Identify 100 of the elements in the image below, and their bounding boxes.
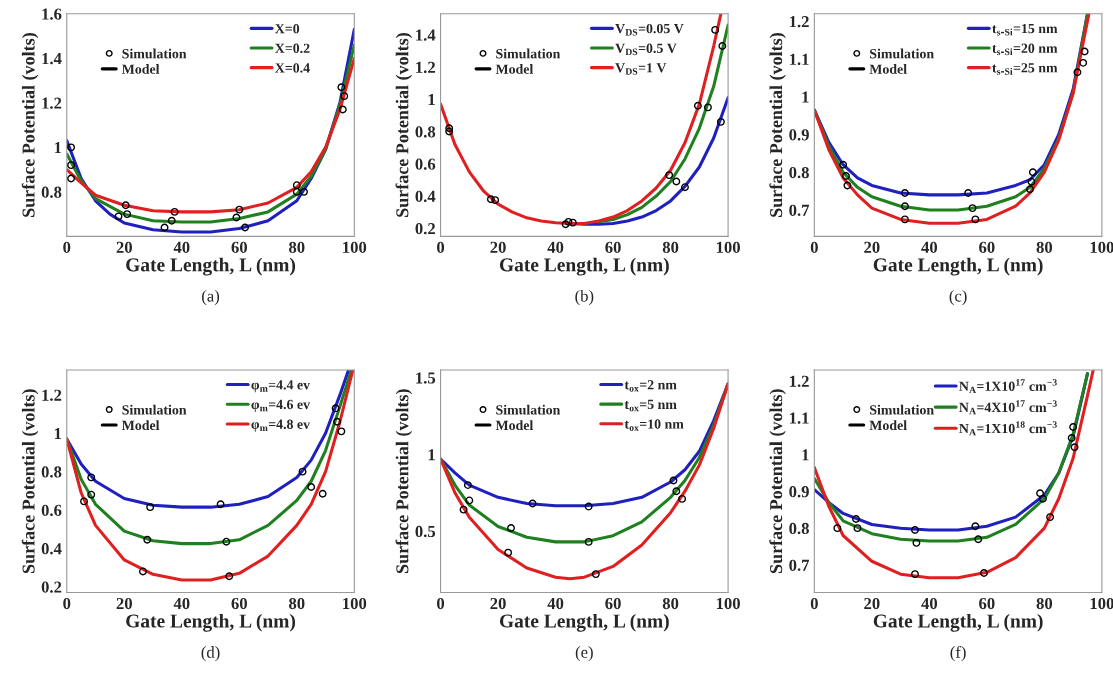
legend-label: φ$_{m}$=4.6 ev bbox=[251, 399, 311, 412]
x-tick-label: 80 bbox=[289, 597, 305, 610]
y-tick-label: 0.9 bbox=[789, 129, 809, 141]
x-tick-label: 20 bbox=[864, 597, 880, 610]
x-tick-label: 20 bbox=[490, 241, 506, 253]
legend-label: Simulation bbox=[496, 404, 561, 415]
annotation: Model bbox=[121, 420, 160, 431]
legend-label: t$_{s-Si}$=15 nm bbox=[992, 23, 1058, 36]
y-tick-label: 1.2 bbox=[416, 61, 435, 74]
legend-label: t$_{s-Si}$=20 nm bbox=[992, 43, 1058, 56]
y-tick-label: 0.4 bbox=[415, 190, 436, 203]
x-tick-label: 0 bbox=[63, 597, 71, 610]
y-axis-title: Surface Potential (volts) bbox=[769, 389, 786, 574]
legend-label: t$_{ox}$=5 nm bbox=[624, 399, 677, 412]
text: (e) bbox=[575, 646, 593, 662]
y-tick-label: 1.2 bbox=[789, 375, 809, 387]
x-tick-label: 0 bbox=[437, 597, 445, 610]
legend-label: V$_{DS}$=0.05 V bbox=[615, 23, 684, 36]
x-tick-label: 40 bbox=[547, 597, 564, 610]
y-tick-label: 0.8 bbox=[789, 166, 809, 179]
legend-label: N$_{A}$=1X10$^{18}$ cm$^{−3}$ bbox=[959, 421, 1057, 436]
legend-label: Simulation bbox=[496, 48, 561, 59]
y-tick-label: 1 bbox=[802, 449, 809, 461]
legend-label: t$_{s-Si}$=25 nm bbox=[992, 63, 1058, 75]
annotation: Model bbox=[121, 64, 160, 74]
x-tick-label: 80 bbox=[662, 597, 679, 610]
legend-label: φ$_{m}$=4.4 ev bbox=[251, 380, 311, 393]
x-tick-label: 20 bbox=[116, 241, 132, 253]
y-tick-label: 1 bbox=[54, 142, 62, 154]
y-tick-label: 0.7 bbox=[789, 204, 810, 216]
legend-label: N$_{A}$=4X10$^{17}$ cm$^{−3}$ bbox=[959, 400, 1057, 415]
x-tick-label: 80 bbox=[662, 241, 679, 253]
x-tick-label: 60 bbox=[231, 597, 247, 610]
text: (c) bbox=[949, 289, 967, 306]
y-tick-label: 1 bbox=[802, 91, 809, 103]
legend-label: t$_{ox}$=10 nm bbox=[624, 419, 684, 431]
y-tick-label: 0.5 bbox=[415, 525, 436, 538]
y-axis-title: Surface Potential (volts) bbox=[395, 389, 413, 574]
y-axis-title: Surface Potential (volts) bbox=[395, 33, 413, 217]
y-tick-label: 1 bbox=[428, 449, 435, 461]
y-tick-label: 1.2 bbox=[789, 16, 809, 28]
legend-label: X=0.2 bbox=[275, 43, 310, 54]
x-tick-label: 60 bbox=[605, 241, 621, 253]
x-tick-label: 0 bbox=[63, 241, 71, 253]
x-axis-title: Gate Length, L (nm) bbox=[126, 257, 296, 276]
x-axis-title: Gate Length, L (nm) bbox=[126, 613, 296, 632]
x-tick-label: 0 bbox=[810, 241, 818, 253]
x-tick-label: 60 bbox=[231, 241, 247, 253]
annotation: Model bbox=[869, 64, 907, 74]
y-tick-label: 1 bbox=[428, 94, 435, 106]
y-tick-label: 1.2 bbox=[42, 389, 62, 401]
legend-label: Simulation bbox=[122, 48, 187, 59]
legend-label: Simulation bbox=[122, 404, 187, 415]
text: (f) bbox=[950, 645, 966, 662]
y-tick-label: 0.7 bbox=[789, 559, 810, 571]
annotation: Model bbox=[869, 420, 907, 431]
x-tick-label: 60 bbox=[605, 597, 621, 610]
x-axis-title: Gate Length, L (nm) bbox=[873, 257, 1043, 276]
text: (d) bbox=[201, 646, 220, 662]
x-axis-title: Gate Length, L (nm) bbox=[499, 257, 669, 276]
x-tick-label: 100 bbox=[716, 241, 740, 253]
y-tick-label: 0.9 bbox=[789, 486, 809, 498]
y-tick-label: 0.8 bbox=[415, 126, 436, 138]
x-axis-title: Gate Length, L (nm) bbox=[873, 613, 1043, 632]
y-tick-label: 1 bbox=[54, 428, 62, 440]
x-tick-label: 0 bbox=[810, 597, 818, 610]
y-tick-label: 0.6 bbox=[41, 504, 62, 517]
x-tick-label: 40 bbox=[547, 241, 564, 253]
x-tick-label: 80 bbox=[289, 241, 305, 253]
legend-label: X=0 bbox=[275, 23, 300, 34]
y-tick-label: 1.4 bbox=[416, 29, 436, 41]
annotation: Model bbox=[495, 420, 534, 431]
text: (b) bbox=[575, 289, 594, 306]
legend-label: V$_{DS}$=0.5 V bbox=[615, 43, 677, 56]
legend-label: t$_{ox}$=2 nm bbox=[624, 380, 677, 392]
x-tick-label: 0 bbox=[437, 241, 445, 253]
x-tick-label: 20 bbox=[490, 597, 506, 610]
text: (a) bbox=[202, 289, 220, 306]
x-tick-label: 40 bbox=[173, 597, 190, 610]
y-tick-label: 1.2 bbox=[42, 97, 62, 109]
x-tick-label: 100 bbox=[343, 597, 367, 610]
x-tick-label: 20 bbox=[116, 597, 132, 610]
legend-label: φ$_{m}$=4.8 ev bbox=[251, 419, 311, 432]
y-axis-title: Surface Potential (volts) bbox=[21, 389, 39, 574]
x-tick-label: 100 bbox=[1090, 241, 1113, 253]
y-tick-label: 1.1 bbox=[789, 412, 809, 424]
y-tick-label: 1.5 bbox=[416, 372, 436, 384]
x-tick-label: 100 bbox=[1090, 597, 1113, 610]
x-tick-label: 60 bbox=[979, 241, 995, 253]
x-tick-label: 40 bbox=[921, 241, 938, 253]
y-tick-label: 1.1 bbox=[789, 53, 809, 66]
y-axis-title: Surface Potential (volts) bbox=[769, 33, 786, 217]
x-tick-label: 40 bbox=[173, 241, 190, 253]
x-tick-label: 20 bbox=[864, 241, 880, 253]
legend-label: X=0.4 bbox=[275, 63, 310, 73]
legend-label: Simulation bbox=[870, 48, 934, 59]
y-tick-label: 0.2 bbox=[41, 581, 62, 593]
x-tick-label: 80 bbox=[1036, 241, 1053, 253]
y-tick-label: 0.8 bbox=[41, 186, 62, 198]
x-tick-label: 40 bbox=[921, 597, 938, 610]
